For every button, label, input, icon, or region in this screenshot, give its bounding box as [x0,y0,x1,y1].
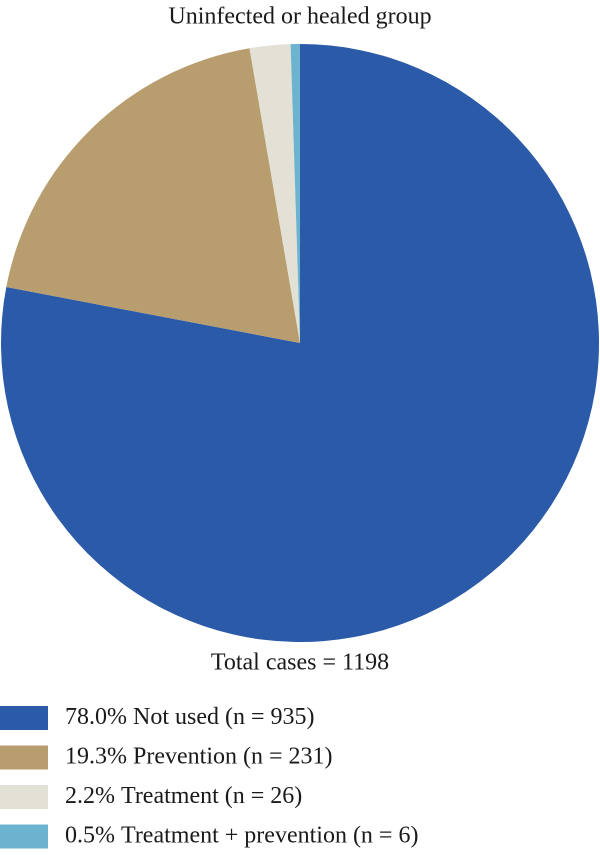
legend-value-label: 78.0% [65,704,127,730]
legend-swatch [0,824,48,849]
legend-swatch [0,745,48,770]
legend-value-label: 0.5% [65,822,115,848]
legend-label: 0.5% Treatment + prevention (n = 6) [65,822,418,848]
legend-category: Treatment (n = 26) [121,783,302,809]
chart-title: Uninfected or healed group [168,4,431,30]
pie-slice [290,44,300,343]
pie-slice [0,44,600,642]
total-annotation: Total cases = 1198 [211,650,389,676]
legend-label: 19.3% Prevention (n = 231) [65,743,333,769]
legend-swatch [0,785,48,809]
legend-value-label: 19.3% [65,743,127,769]
pie-slice [6,48,300,343]
legend-swatch [0,706,48,730]
legend-label: 78.0% Not used (n = 935) [65,704,315,730]
legend-category: Prevention (n = 231) [133,743,333,769]
legend-label: 2.2% Treatment (n = 26) [65,783,302,809]
legend-category: Not used (n = 935) [133,704,315,730]
legend-value-label: 2.2% [65,783,115,809]
pie-slice [249,44,300,344]
legend-category: Treatment + prevention (n = 6) [121,822,418,848]
